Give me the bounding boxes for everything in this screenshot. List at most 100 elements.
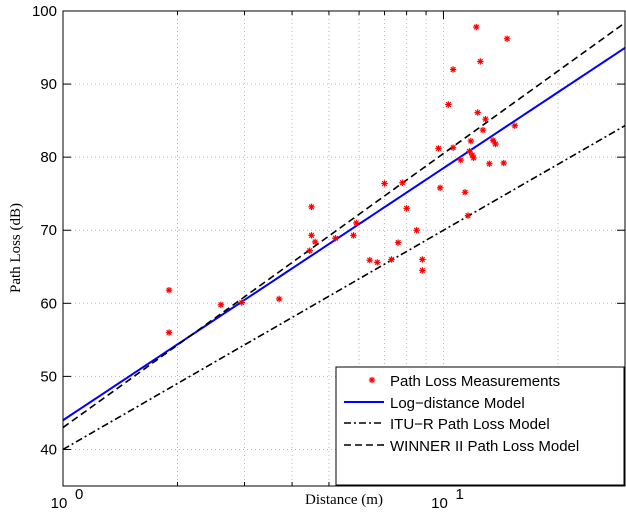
marker-stroke [276,296,282,302]
marker-stroke [306,247,313,254]
marker-stroke [504,36,510,42]
marker-stroke [395,239,401,246]
x-tick-label: 10 [431,495,448,512]
data-point [489,137,497,144]
marker-stroke [490,137,496,144]
marker-stroke [308,204,315,210]
data-point [394,239,402,246]
marker-stroke [465,212,471,219]
marker-stroke [366,257,373,263]
marker-stroke [468,138,474,144]
data-point [466,148,473,155]
data-point [306,247,313,254]
data-point [449,144,457,151]
data-point [474,109,481,116]
marker-stroke [166,287,172,293]
data-point [445,101,452,108]
data-point [457,156,464,164]
marker-stroke [457,157,464,163]
data-point [374,259,381,266]
plot-frame [62,10,626,487]
marker-stroke [437,185,443,191]
marker-stroke [388,256,395,263]
data-point [419,256,426,263]
y-axis-label: Path Loss (dB) [8,203,24,293]
marker-stroke [486,161,493,167]
data-point [435,145,442,152]
data-point [399,179,406,186]
x-axis-label: Distance (m) [305,492,383,508]
legend-label: ITU−R Path Loss Model [390,416,550,433]
y-tick-label: 60 [40,295,57,312]
data-point [403,205,410,212]
data-point [275,295,283,303]
marker-stroke [419,256,426,263]
x-tick-exponent: 1 [455,486,463,503]
marker-stroke [419,267,426,274]
series-line-log-distance-model [63,46,625,422]
data-point [486,160,493,167]
y-tick-label: 100 [32,3,57,20]
marker-stroke [218,302,224,308]
marker-stroke [450,144,456,151]
legend-box [335,366,625,486]
data-point [381,180,388,187]
marker-stroke [512,123,518,129]
marker-stroke [239,299,245,306]
marker-stroke [166,329,172,336]
marker-stroke [482,116,489,122]
marker-stroke [312,239,318,245]
legend-label: Log−distance Model [390,395,525,412]
y-tick-label: 80 [40,149,57,166]
marker-stroke [308,232,315,239]
y-tick-label: 50 [40,368,57,385]
marker-stroke [350,232,357,239]
data-point [308,232,315,239]
data-point [477,58,484,65]
data-point [500,159,507,167]
marker-stroke [473,24,480,30]
marker-stroke [435,145,442,152]
marker-stroke [374,259,381,266]
data-point [467,137,475,145]
marker-stroke [403,205,410,212]
data-point [464,212,472,219]
marker-stroke [469,152,475,158]
marker-stroke [492,141,499,147]
data-point [492,140,499,148]
data-point [473,23,480,31]
marker-stroke [474,109,481,116]
data-point [366,256,373,264]
marker-stroke [462,189,468,195]
data-point [350,232,357,239]
data-point [436,184,444,192]
data-point [353,219,360,227]
marker-stroke [480,127,486,133]
legend-label: WINNER II Path Loss Model [390,438,579,455]
data-point [449,66,457,73]
x-tick-exponent: 0 [75,486,83,503]
y-tick-label: 70 [40,222,57,239]
marker-stroke [332,235,339,241]
marker-stroke [500,160,507,166]
data-point [479,126,487,134]
marker-stroke [450,66,456,73]
series-line-itu-r-path-loss-model [63,124,625,451]
series-line-winner-ii-path-loss-model [63,22,625,429]
marker-stroke [477,58,484,65]
data-point [238,299,245,306]
data-point [482,115,489,123]
series-layer [63,22,625,451]
data-point [469,151,476,159]
marker-stroke [353,220,360,226]
marker-stroke [470,155,477,161]
marker-stroke [445,101,452,108]
data-point [419,267,426,274]
data-point [503,35,511,42]
x-tick-label: 10 [51,495,68,512]
marker-stroke [381,180,388,187]
legend: Path Loss Measurements Log−distance Model… [335,366,625,486]
data-point [165,329,173,336]
